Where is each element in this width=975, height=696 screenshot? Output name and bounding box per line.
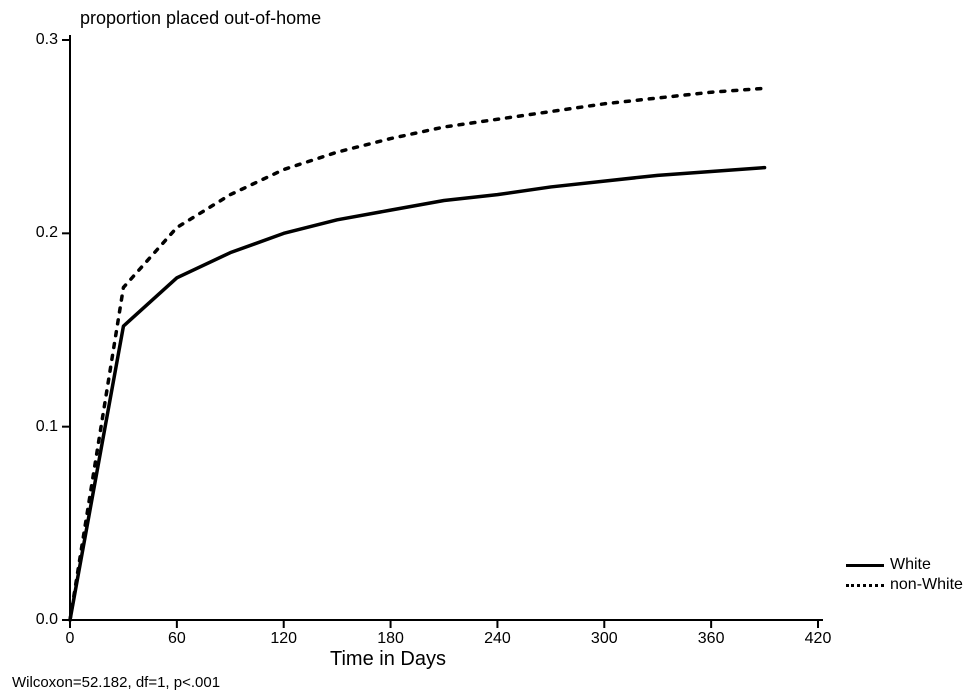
series-white bbox=[70, 168, 765, 620]
y-tick-label: 0.3 bbox=[18, 31, 58, 49]
series-non-white bbox=[70, 88, 765, 620]
chart-footnote: Wilcoxon=52.182, df=1, p<.001 bbox=[12, 674, 220, 691]
x-tick-label: 300 bbox=[584, 630, 624, 648]
legend-label: White bbox=[890, 556, 931, 574]
legend-item: non-White bbox=[846, 576, 963, 594]
x-tick-label: 120 bbox=[264, 630, 304, 648]
y-tick-label: 0.0 bbox=[18, 611, 58, 629]
y-tick-label: 0.1 bbox=[18, 418, 58, 436]
x-axis-label: Time in Days bbox=[330, 648, 446, 671]
x-tick-label: 360 bbox=[691, 630, 731, 648]
chart-svg bbox=[0, 0, 975, 696]
x-tick-label: 180 bbox=[371, 630, 411, 648]
chart-title: proportion placed out-of-home bbox=[80, 8, 321, 29]
x-tick-label: 420 bbox=[798, 630, 838, 648]
x-tick-label: 240 bbox=[477, 630, 517, 648]
x-tick-label: 60 bbox=[157, 630, 197, 648]
legend-sample bbox=[846, 584, 884, 587]
chart-container: proportion placed out-of-home Time in Da… bbox=[0, 0, 975, 696]
legend: White non-White bbox=[846, 556, 963, 596]
x-tick-label: 0 bbox=[50, 630, 90, 648]
y-tick-label: 0.2 bbox=[18, 224, 58, 242]
legend-sample bbox=[846, 564, 884, 567]
legend-label: non-White bbox=[890, 576, 963, 594]
legend-item: White bbox=[846, 556, 963, 574]
